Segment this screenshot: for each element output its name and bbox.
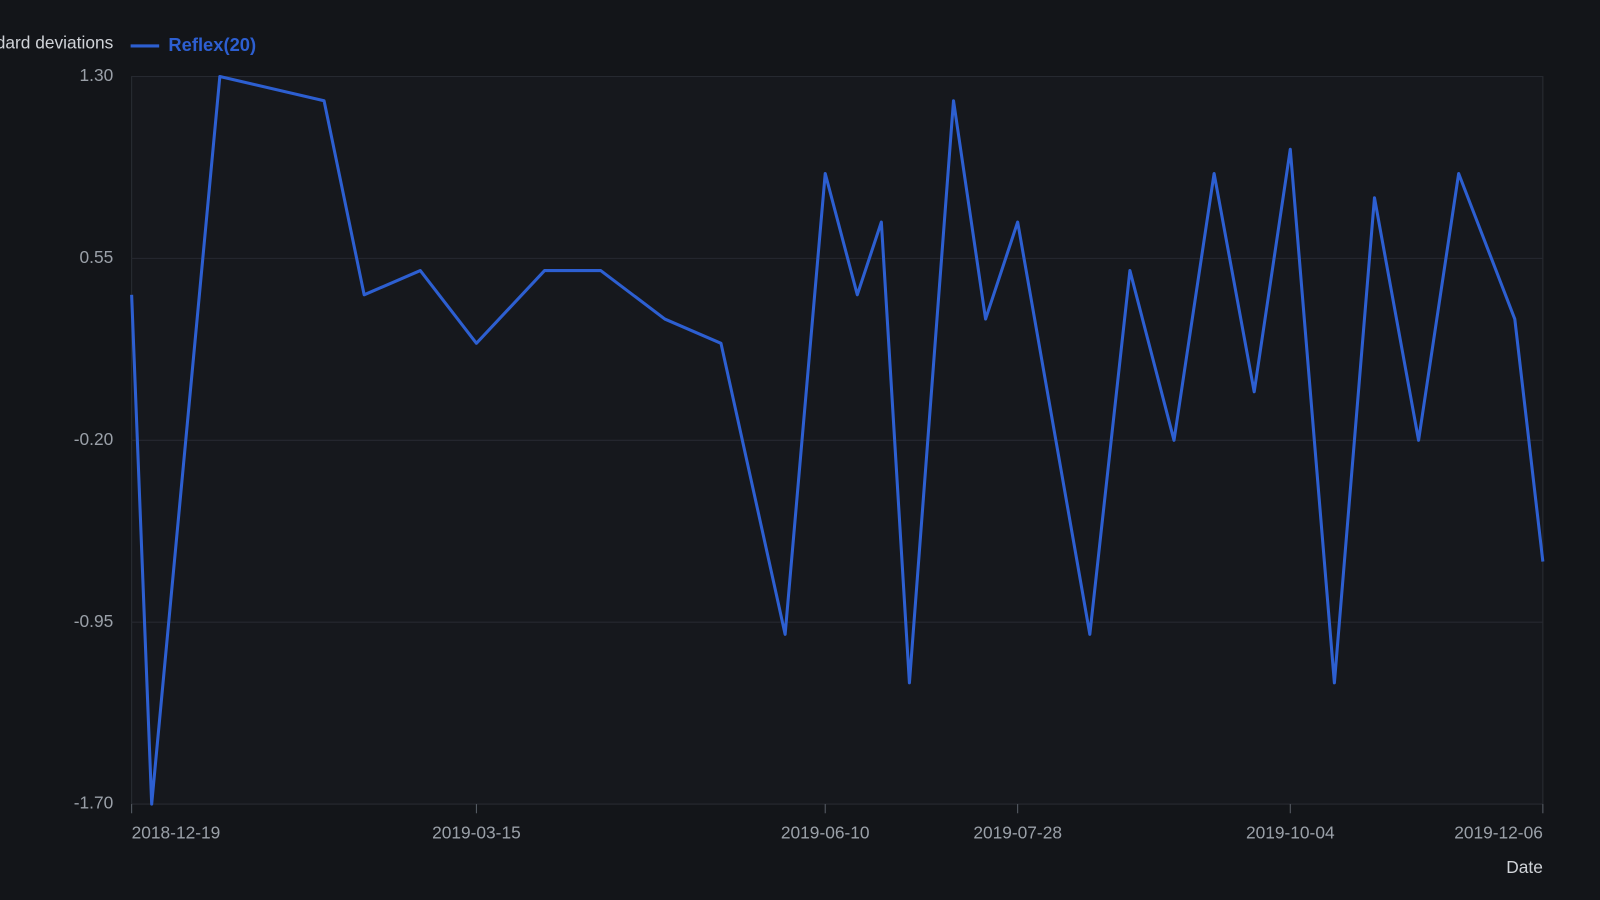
x-tick-label: 2018-12-19 (132, 822, 221, 842)
y-tick-label: 0.55 (80, 247, 114, 267)
x-tick-label: 2019-06-10 (781, 822, 870, 842)
x-tick-label: 2019-03-15 (432, 822, 521, 842)
y-axis-label: Standard deviations (0, 32, 114, 52)
y-tick-label: -0.95 (74, 611, 114, 631)
y-tick-label: -1.70 (74, 793, 114, 813)
x-tick-label: 2019-07-28 (973, 822, 1062, 842)
x-axis-label: Date (1506, 857, 1543, 877)
x-tick-label: 2019-12-06 (1454, 822, 1543, 842)
data-line (130, 75, 1545, 806)
legend-label: Reflex(20) (168, 34, 256, 55)
x-tick-label: 2019-10-04 (1246, 822, 1335, 842)
y-tick-label: 1.30 (80, 65, 114, 85)
y-tick-label: -0.20 (74, 429, 114, 449)
